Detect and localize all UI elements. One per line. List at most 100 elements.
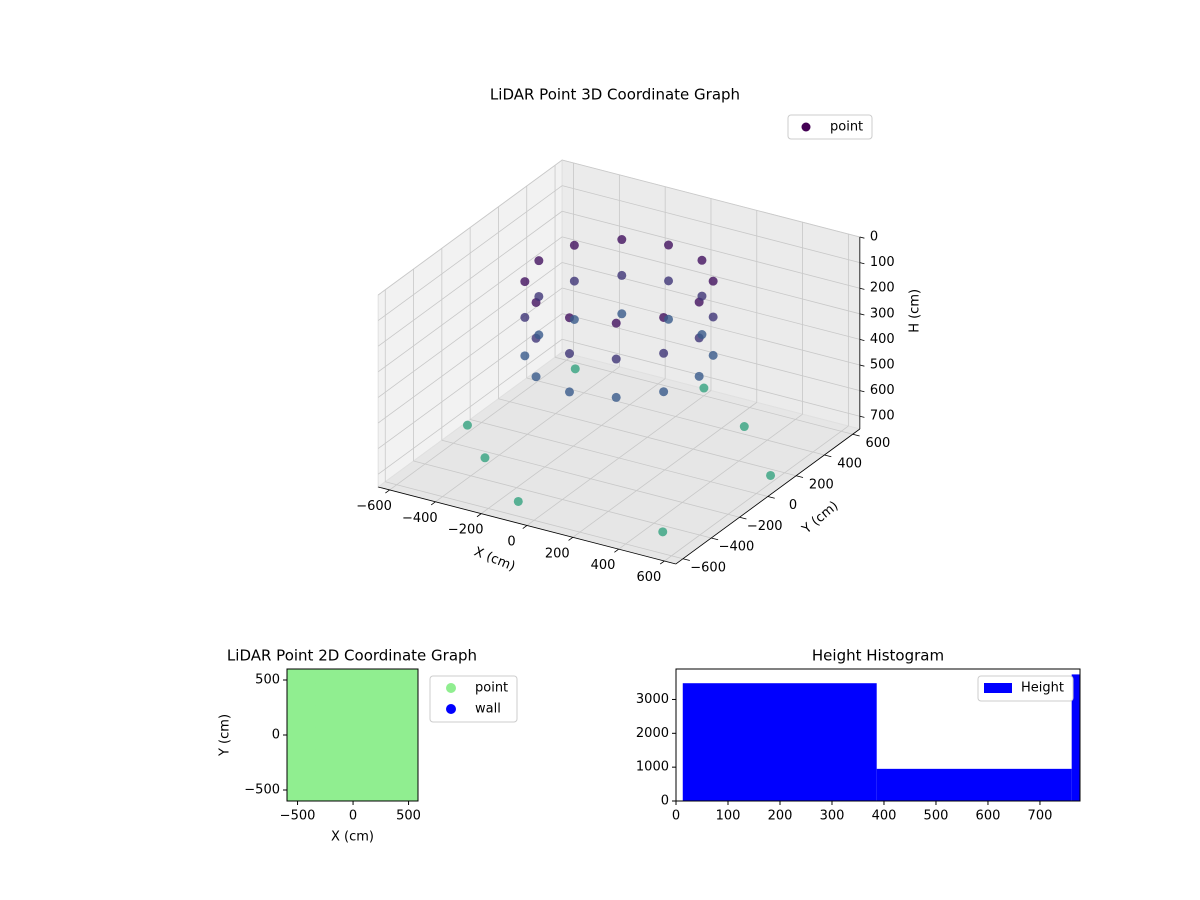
y-tick-label: 3000 — [636, 692, 669, 707]
x-tick — [568, 536, 574, 541]
x-tick-label: 0 — [507, 535, 515, 550]
point — [611, 354, 621, 364]
grid-line — [377, 338, 563, 475]
point — [480, 453, 490, 463]
x-tick — [430, 501, 436, 506]
point — [314, 763, 347, 795]
grid-line — [526, 377, 825, 456]
grid-line — [562, 236, 860, 315]
point — [381, 741, 414, 773]
point — [708, 276, 718, 286]
y-axis — [675, 428, 861, 565]
point — [292, 719, 325, 751]
point — [337, 697, 370, 729]
point — [381, 763, 414, 795]
x-tick-label: 500 — [924, 809, 949, 824]
chart-title: Height Histogram — [812, 647, 944, 665]
legend-label: wall — [475, 702, 501, 717]
x-tick-label: −200 — [448, 523, 484, 538]
point — [708, 312, 718, 322]
point — [570, 364, 580, 374]
point — [314, 697, 347, 729]
y-tick — [852, 433, 860, 437]
point — [611, 392, 621, 402]
point — [534, 256, 544, 266]
grid-line — [562, 338, 860, 417]
bar — [1071, 674, 1080, 801]
legend-box — [787, 114, 873, 140]
point — [617, 270, 627, 280]
y-tick-label: 2000 — [636, 726, 669, 741]
point — [359, 741, 392, 773]
legend-marker — [446, 704, 456, 714]
point — [697, 330, 707, 340]
point — [569, 314, 579, 324]
z-tick — [859, 390, 865, 393]
point — [403, 669, 418, 685]
y-tick — [739, 516, 747, 520]
legend-label: point — [830, 120, 863, 135]
grid-line — [377, 185, 563, 321]
z-tick-label: 100 — [870, 255, 895, 270]
point — [359, 719, 392, 751]
point — [569, 276, 579, 286]
grid-line — [441, 439, 740, 518]
x-axis-label: X (cm) — [331, 830, 374, 845]
z-tick-label: 600 — [870, 383, 895, 398]
bar — [876, 768, 1072, 801]
legend-label: Height — [1021, 681, 1064, 696]
point — [513, 496, 523, 506]
y-tick — [767, 496, 775, 499]
point — [314, 741, 347, 773]
y-tick — [824, 454, 832, 458]
point — [611, 318, 621, 328]
point — [694, 371, 704, 381]
z-tick-label: 500 — [870, 358, 895, 373]
y-tick-label: −600 — [690, 560, 726, 575]
x-tick-label: −500 — [280, 809, 316, 824]
point — [697, 255, 707, 265]
bar — [682, 683, 877, 801]
point — [359, 675, 392, 707]
point — [292, 763, 325, 795]
y-tick — [796, 475, 804, 478]
point — [699, 383, 709, 393]
point — [520, 312, 530, 322]
point — [314, 675, 347, 707]
grid-line — [470, 419, 768, 497]
z-tick — [859, 339, 865, 341]
axes-frame — [675, 668, 1081, 802]
z-tick — [859, 236, 865, 239]
z-tick — [859, 364, 865, 367]
x-tick-label: 500 — [396, 809, 421, 824]
point — [617, 309, 627, 319]
z-axis-label: H (cm) — [907, 289, 922, 333]
point — [337, 719, 370, 751]
x-tick-label: 600 — [636, 570, 661, 585]
legend-marker — [984, 683, 1012, 693]
point — [659, 387, 669, 397]
point — [359, 763, 392, 795]
legend-marker — [446, 683, 456, 693]
x-tick — [614, 548, 619, 553]
point — [531, 372, 541, 382]
x-tick-label: 100 — [716, 809, 741, 824]
grid-line — [377, 287, 563, 424]
y-tick-label: 1000 — [636, 760, 669, 775]
grid-line — [377, 262, 563, 398]
grid-line — [377, 236, 563, 373]
x-tick — [659, 560, 665, 565]
point — [337, 763, 370, 795]
grid-line — [377, 159, 563, 296]
y-tick — [711, 537, 719, 541]
y-tick-label: 600 — [866, 436, 891, 451]
y-tick-label: 0 — [272, 728, 280, 743]
point — [697, 291, 707, 301]
y-tick-label: 400 — [837, 457, 862, 472]
grid-line — [377, 210, 563, 347]
point — [534, 291, 544, 301]
point — [617, 235, 627, 245]
z-tick — [859, 415, 865, 418]
x-tick-label: −400 — [402, 511, 438, 526]
z-tick — [859, 262, 865, 265]
